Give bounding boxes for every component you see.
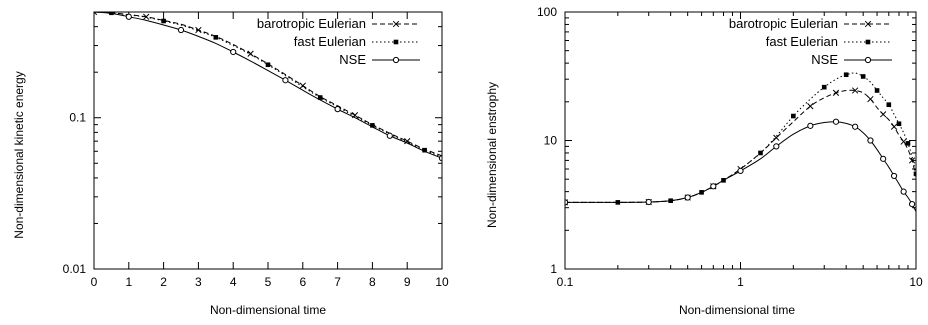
kinetic-energy-point-x [299,82,306,89]
enstrophy-legend-marker [865,39,871,45]
kinetic-energy-chart: Non-dimensional kinetic energy Non-dimen… [12,11,449,317]
kinetic-energy-point-circle [177,26,185,34]
enstrophy-line-circle [565,121,916,212]
enstrophy-point-circle [737,167,744,174]
enstrophy-point-square [791,113,796,119]
enstrophy-point-x [851,87,859,94]
enstrophy-x-tick-label: 0.1 [557,275,574,289]
kinetic-energy-point-square [317,95,323,100]
enstrophy-point-circle [773,143,780,150]
kinetic-energy-point-square [213,35,219,40]
enstrophy-series-square [565,72,916,205]
kinetic-energy-point-circle [386,132,393,139]
kinetic-energy-line-circle [94,12,442,159]
enstrophy-chart: Non-dimensional enstrophy Non-dimensiona… [485,5,923,317]
kinetic-energy-legend-label: NSE [339,52,366,67]
kinetic-energy-point-square [370,123,375,128]
kinetic-energy-point-square [422,147,427,153]
enstrophy-point-x [867,95,874,103]
kinetic-energy-point-square [161,18,166,24]
enstrophy-x-tick-label: 10 [909,275,923,289]
enstrophy-point-square [896,121,902,127]
enstrophy-point-circle [710,183,717,190]
kinetic-energy-x-tick-label: 3 [195,275,202,289]
enstrophy-legend-marker [864,20,872,28]
kinetic-energy-x-tick-label: 10 [435,275,449,289]
kinetic-energy-plot-frame [93,11,443,270]
enstrophy-point-square [886,102,892,107]
enstrophy-line-square [565,72,916,203]
enstrophy-point-circle [908,200,916,208]
enstrophy-point-x [880,111,887,118]
enstrophy-legend-label: NSE [811,52,838,67]
enstrophy-point-x [807,103,814,110]
enstrophy-point-circle [890,172,898,180]
enstrophy-point-x [832,89,840,96]
kinetic-energy-y-tick-label: 0.1 [69,111,86,125]
kinetic-energy-point-circle [334,106,341,113]
enstrophy-y-axis-label: Non-dimensional enstrophy [485,82,499,228]
kinetic-energy-y-tick-label: 0.01 [63,262,87,276]
kinetic-energy-point-square [265,62,271,68]
enstrophy-line-x [565,89,916,203]
kinetic-energy-x-tick-label: 6 [299,275,306,289]
kinetic-energy-legend-label: fast Eulerian [294,34,366,49]
kinetic-energy-x-axis-label: Non-dimensional time [210,303,326,317]
kinetic-energy-x-tick-label: 2 [160,275,167,289]
enstrophy-legend-label: fast Eulerian [766,34,838,49]
enstrophy-point-x [900,138,907,145]
enstrophy-x-tick-label: 1 [737,275,744,289]
kinetic-energy-y-axis-label: Non-dimensional kinetic energy [12,71,26,238]
enstrophy-legend-marker [864,56,872,64]
enstrophy-y-tick-label: 100 [537,5,557,19]
kinetic-energy-point-circle [125,13,132,20]
kinetic-energy-x-tick-label: 7 [334,275,341,289]
kinetic-energy-point-circle [230,48,237,56]
enstrophy-plot-frame [564,11,917,270]
enstrophy-point-circle [645,198,652,206]
enstrophy-point-square [913,171,916,177]
enstrophy-point-circle [684,194,691,201]
enstrophy-x-axis-label: Non-dimensional time [679,303,795,317]
kinetic-energy-x-tick-label: 8 [369,275,376,289]
enstrophy-point-x [890,123,898,130]
kinetic-energy-legend-label: barotropic Eulerian [257,16,366,31]
enstrophy-point-square [843,72,849,78]
enstrophy-y-tick-label: 10 [544,134,558,148]
kinetic-energy-line-x [94,12,442,157]
enstrophy-y-tick-label: 1 [550,262,557,276]
enstrophy-series-circle [565,118,916,212]
kinetic-energy-legend-marker [392,20,400,28]
enstrophy-point-square [860,74,866,79]
enstrophy-series-x [565,87,916,206]
kinetic-energy-series-circle [94,12,442,162]
kinetic-energy-point-x [404,138,411,145]
kinetic-energy-x-tick-label: 9 [404,275,411,289]
kinetic-energy-legend-marker [392,56,400,64]
enstrophy-point-square [905,141,911,146]
enstrophy-point-circle [880,155,887,162]
enstrophy-legend-label: barotropic Eulerian [729,16,838,31]
enstrophy-point-x [773,134,780,141]
kinetic-energy-legend-marker [393,39,399,45]
enstrophy-point-square [821,84,827,90]
enstrophy-point-circle [900,188,907,195]
enstrophy-point-square [874,88,880,93]
kinetic-energy-point-x [94,12,98,16]
kinetic-energy-series-x [94,12,442,157]
enstrophy-point-circle [832,118,840,125]
enstrophy-point-circle [852,123,859,130]
enstrophy-point-circle [867,137,874,144]
kinetic-energy-x-tick-label: 0 [91,275,98,289]
kinetic-energy-x-tick-label: 4 [230,275,237,289]
kinetic-energy-x-tick-label: 5 [265,275,272,289]
enstrophy-point-circle [807,122,814,129]
enstrophy-point-square [758,150,763,156]
kinetic-energy-point-circle [282,77,289,84]
kinetic-energy-x-tick-label: 1 [125,275,132,289]
kinetic-energy-point-x [247,50,254,57]
